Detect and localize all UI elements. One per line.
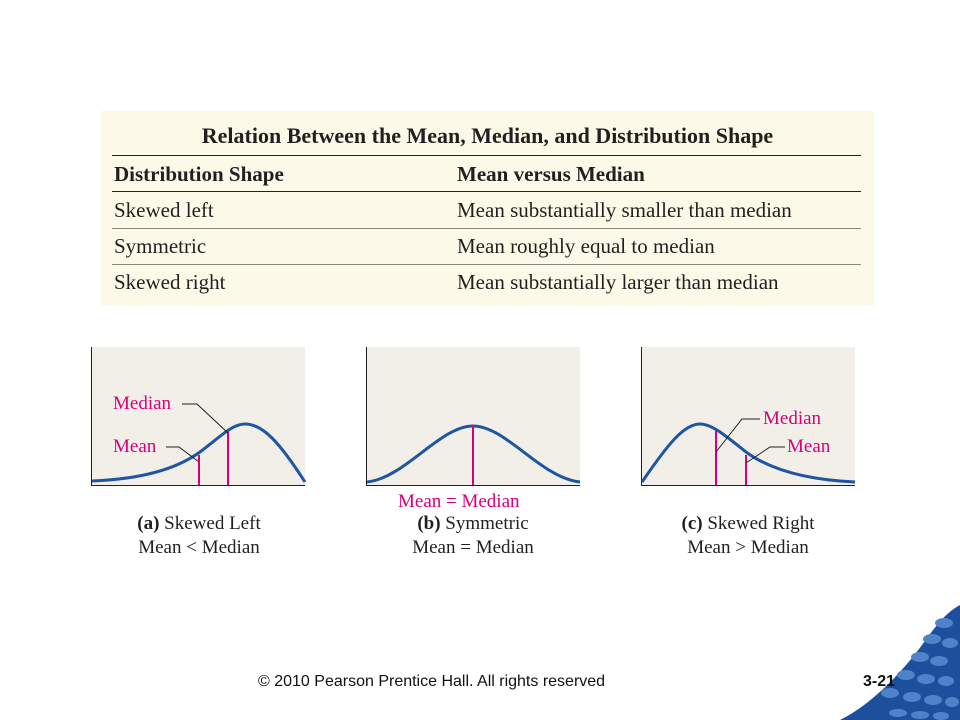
table-row-1-relation: Mean substantially smaller than median: [457, 198, 792, 222]
skewed-right-mean-label: Mean: [787, 436, 831, 457]
skewed-right-median-label: Median: [763, 408, 822, 429]
symmetric-center-label: Mean = Median: [398, 491, 520, 512]
table-rule-top: [112, 155, 861, 156]
plot-left-y-axis: [91, 347, 92, 486]
skewed-right-caption-title: Skewed Right: [707, 513, 815, 534]
plot-right-background: [642, 347, 855, 485]
skewed-left-caption-letter: (a): [137, 513, 160, 534]
skewed-left-mean-label: Mean: [113, 436, 157, 457]
corner-decoration: [840, 605, 960, 720]
skewed-right-caption-letter: (c): [681, 513, 703, 534]
table-header-shape: Distribution Shape: [114, 162, 284, 186]
skewed-left-caption-title: Skewed Left: [164, 513, 261, 534]
table-row-1-shape: Skewed left: [114, 198, 214, 222]
symmetric-caption-title: Symmetric: [445, 513, 529, 534]
shape-relation-table: Relation Between the Mean, Median, and D…: [101, 111, 874, 306]
skewed-left-caption: (a) Skewed Left Mean < Median: [112, 512, 286, 560]
skewed-right-median-leader: [715, 418, 760, 453]
skewed-right-mean-leader: [745, 446, 785, 464]
table-row-2-shape: Symmetric: [114, 234, 207, 258]
skewed-left-caption-relation: Mean < Median: [138, 537, 260, 558]
table-rule-header: [112, 191, 861, 192]
symmetric-caption: (b) Symmetric Mean = Median: [386, 512, 560, 560]
skewed-left-curve: [91, 422, 307, 483]
table-rule-row-2: [112, 264, 861, 265]
copyright-text: © 2010 Pearson Prentice Hall. All rights…: [258, 673, 606, 690]
plot-middle-y-axis: [366, 347, 367, 486]
table-title: Relation Between the Mean, Median, and D…: [201, 123, 774, 148]
plot-right-x-axis: [641, 485, 855, 486]
table-row-2-relation: Mean roughly equal to median: [457, 234, 715, 258]
table-row-3-relation: Mean substantially larger than median: [457, 270, 779, 294]
skewed-right-curve: [640, 422, 856, 484]
skewed-left-median-label: Median: [113, 393, 172, 414]
symmetric-caption-letter: (b): [417, 513, 441, 534]
plot-middle-x-axis: [366, 485, 580, 486]
skewed-right-caption: (c) Skewed Right Mean > Median: [661, 512, 835, 560]
plot-left-x-axis: [91, 485, 305, 486]
slide-number: 3-21: [863, 673, 896, 690]
symmetric-caption-relation: Mean = Median: [412, 537, 534, 558]
table-rule-row-1: [112, 228, 861, 229]
table-header-relation: Mean versus Median: [457, 162, 645, 186]
skewed-left-median-leader: [182, 403, 229, 434]
skewed-right-caption-relation: Mean > Median: [687, 537, 809, 558]
table-row-3-shape: Skewed right: [114, 270, 226, 294]
plot-right-y-axis: [641, 347, 642, 486]
skewed-left-mean-leader: [166, 446, 200, 463]
